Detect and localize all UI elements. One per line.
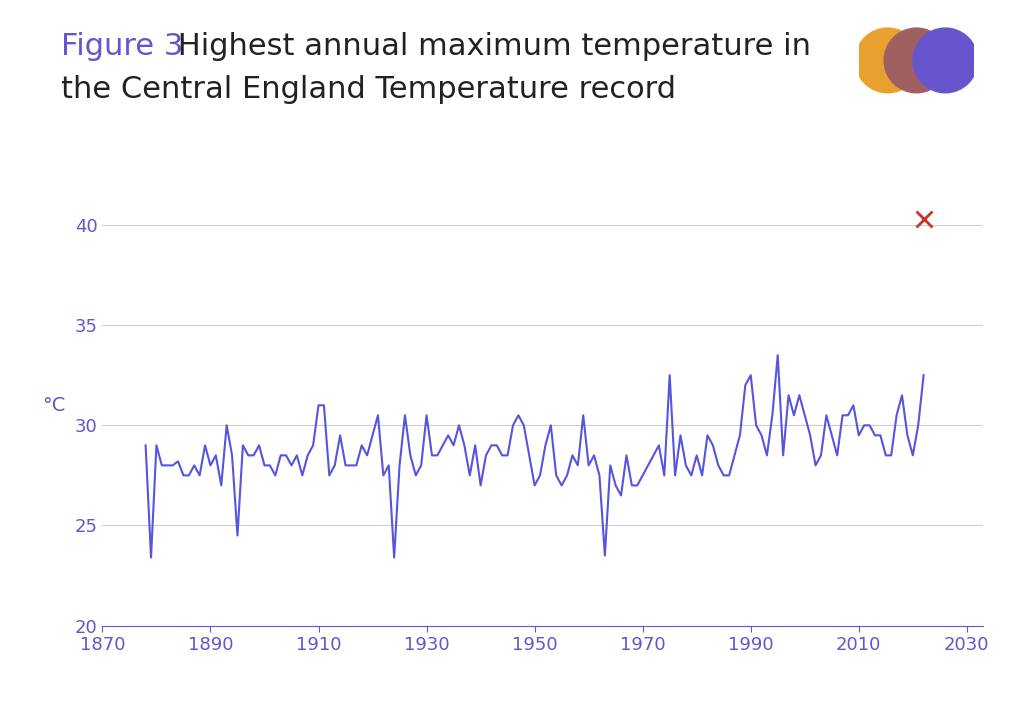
Y-axis label: °C: °C: [42, 396, 66, 415]
Text: Highest annual maximum temperature in: Highest annual maximum temperature in: [168, 32, 811, 61]
Text: the Central England Temperature record: the Central England Temperature record: [61, 75, 677, 104]
Text: Figure 3: Figure 3: [61, 32, 184, 61]
Circle shape: [855, 28, 920, 93]
Circle shape: [884, 28, 949, 93]
Circle shape: [913, 28, 978, 93]
